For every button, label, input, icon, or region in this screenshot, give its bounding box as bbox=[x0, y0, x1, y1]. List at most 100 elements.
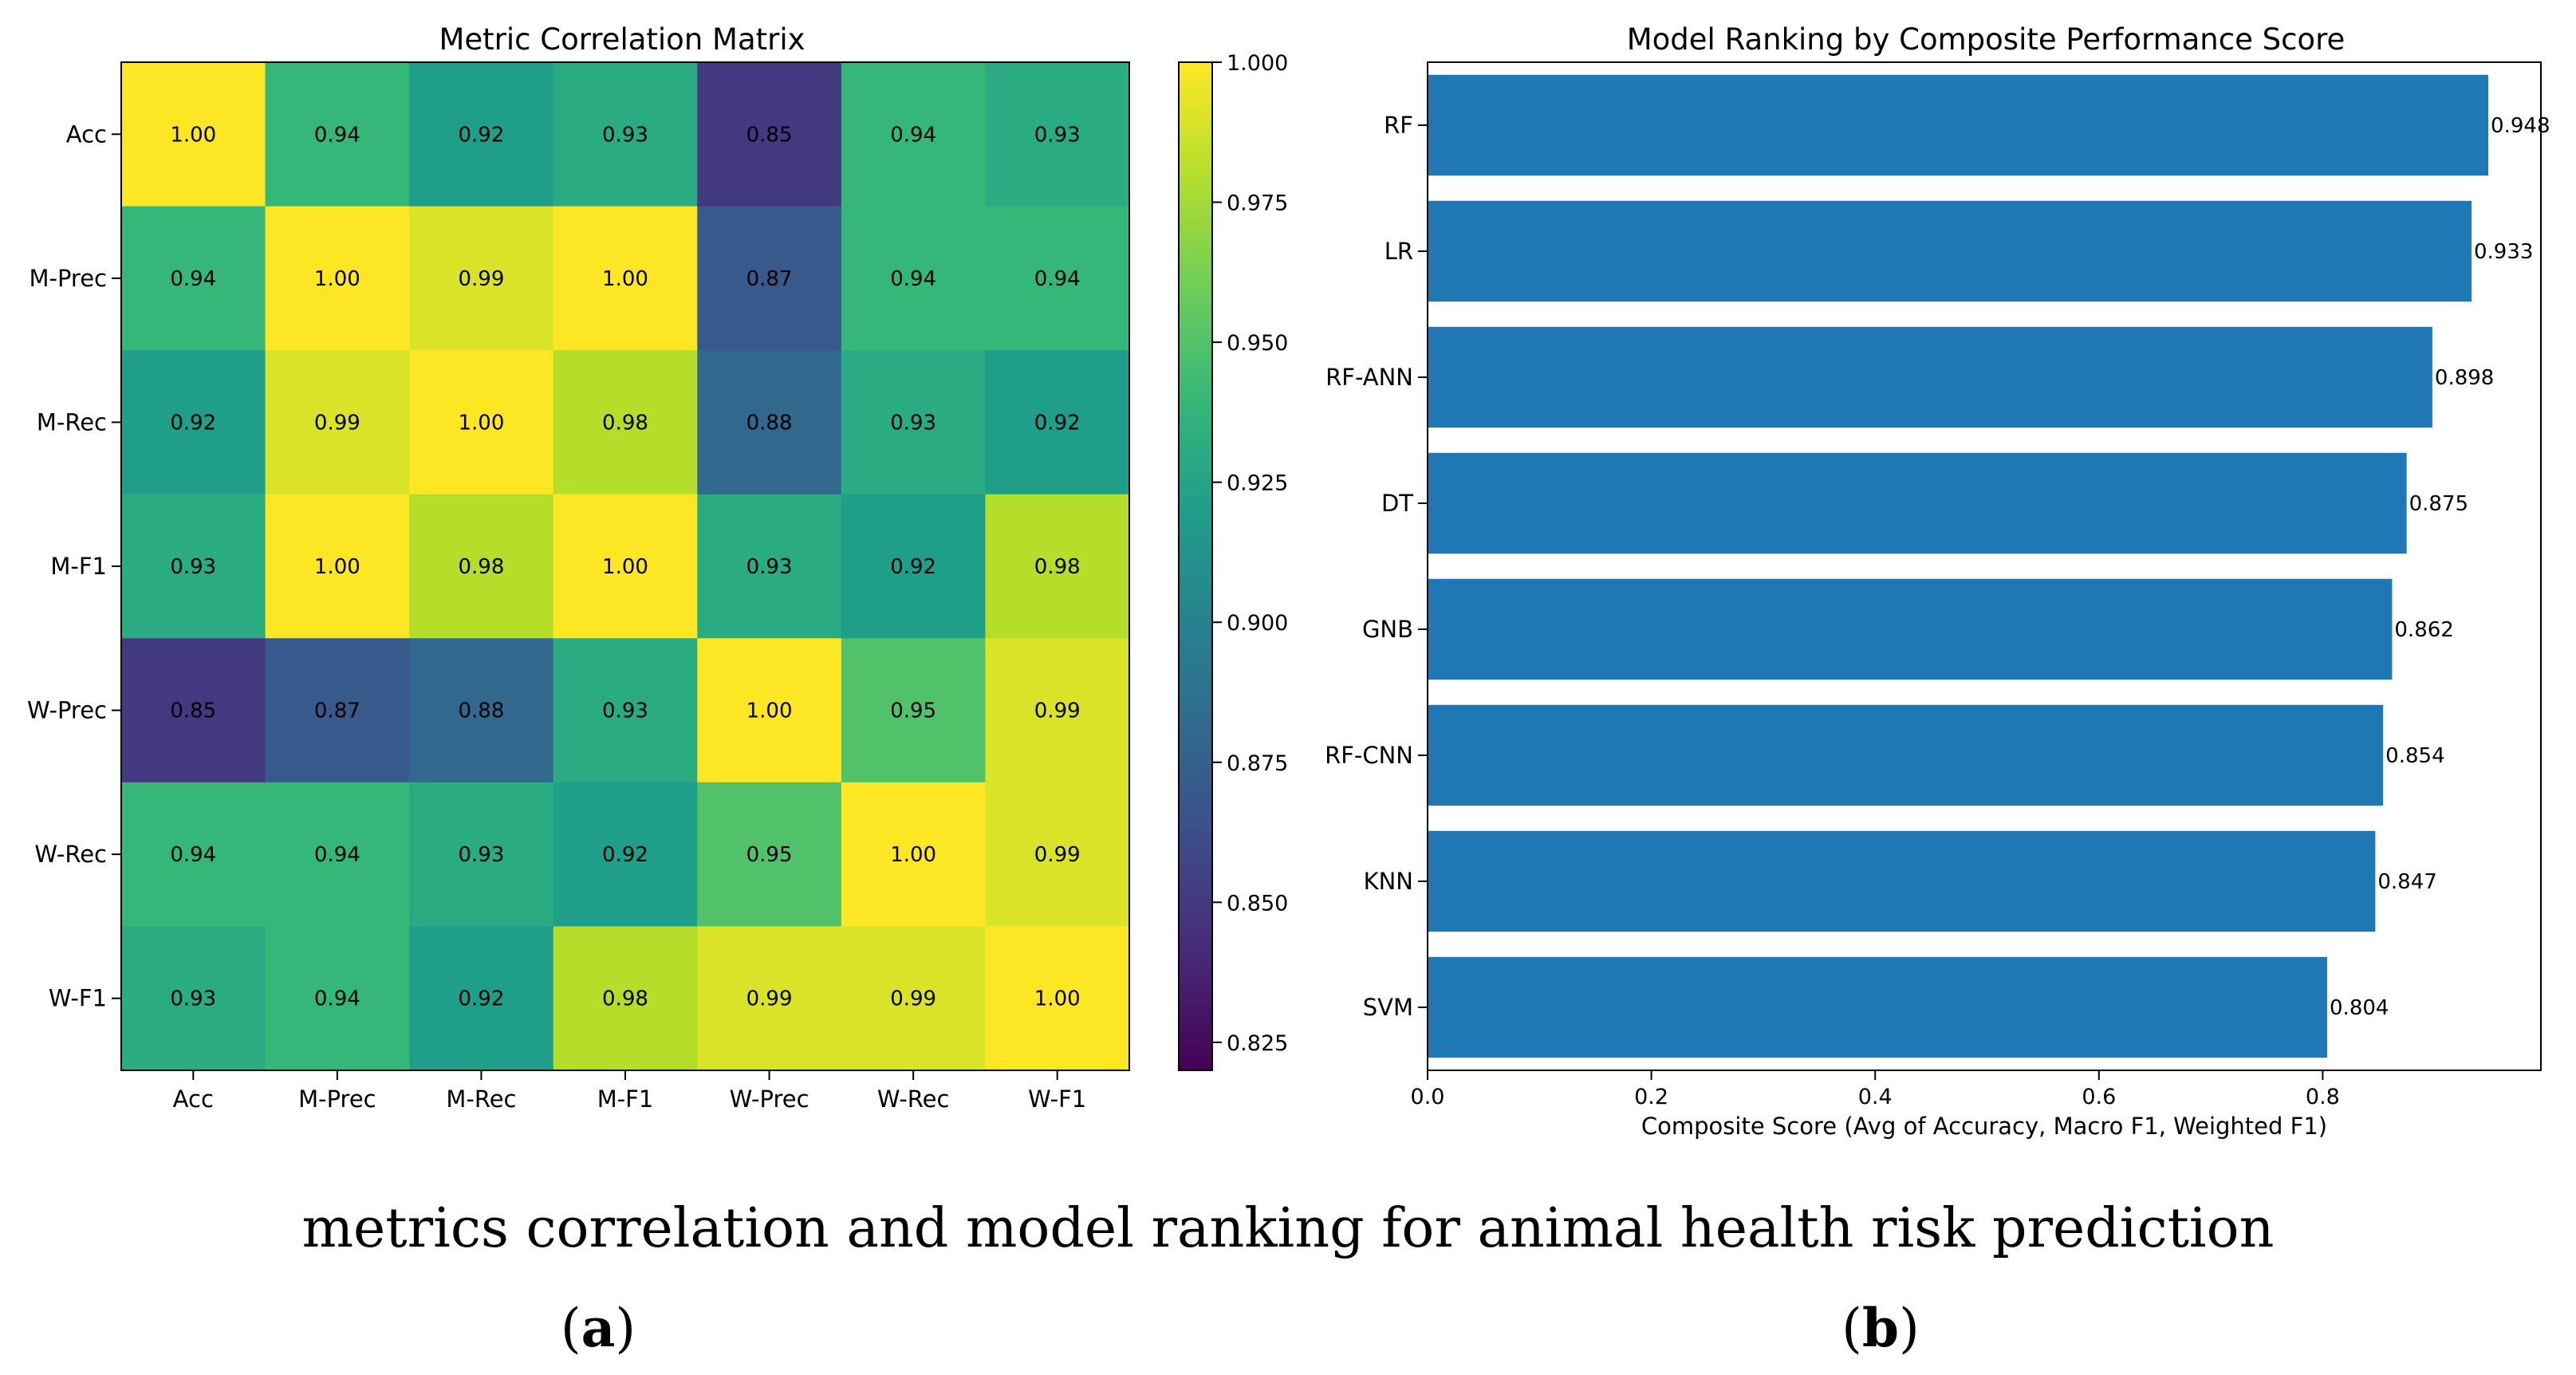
heatmap-cell-value: 0.92 bbox=[602, 843, 648, 867]
bar-x-tick-label: 0.6 bbox=[2082, 1085, 2116, 1109]
heatmap-cell bbox=[121, 782, 266, 927]
heatmap-col-labels: Acc M-Prec M-Rec M-F1 W-Prec W-Rec W-F1 bbox=[173, 1070, 1086, 1113]
colorbar-tick-label: 0.950 bbox=[1227, 331, 1288, 356]
heatmap-cell-value: 0.94 bbox=[314, 123, 360, 147]
heatmap-cell-value: 0.88 bbox=[458, 699, 504, 723]
heatmap-cell bbox=[409, 638, 554, 783]
heatmap-cell bbox=[697, 206, 842, 351]
bar-x-tick-label: 0.2 bbox=[1634, 1085, 1668, 1109]
bar-category-label: KNN bbox=[1364, 868, 1413, 895]
heatmap-cell bbox=[265, 62, 410, 207]
colorbar-frame bbox=[1178, 61, 1213, 1071]
bar bbox=[1428, 74, 2489, 176]
heatmap-cell-value: 0.85 bbox=[170, 699, 216, 723]
heatmap-cell-value: 1.00 bbox=[314, 555, 360, 579]
heatmap-cell-value: 1.00 bbox=[602, 267, 648, 291]
heatmap-cell bbox=[697, 926, 842, 1071]
colorbar-tick-label: 1.000 bbox=[1227, 51, 1288, 76]
heatmap-cell bbox=[409, 782, 554, 927]
heatmap-cell bbox=[553, 62, 698, 207]
heatmap-row-label: W-Prec bbox=[27, 697, 107, 724]
bar bbox=[1428, 578, 2393, 680]
heatmap-cell bbox=[985, 926, 1130, 1071]
heatmap-cell-value: 0.98 bbox=[602, 987, 648, 1011]
panel-b-close: ) bbox=[1899, 1298, 1920, 1359]
model-ranking-panel: Model Ranking by Composite Performance S… bbox=[1325, 22, 2550, 1140]
bar-x-ticks: 0.0 0.2 0.4 0.6 0.8 bbox=[1411, 1070, 2340, 1109]
heatmap-cell bbox=[985, 638, 1130, 783]
heatmap-row-label: Acc bbox=[66, 120, 107, 148]
heatmap-cell bbox=[553, 782, 698, 927]
heatmap-cell bbox=[121, 350, 266, 495]
heatmap-cell bbox=[697, 350, 842, 495]
heatmap-cell-value: 0.92 bbox=[458, 987, 504, 1011]
heatmap-cell bbox=[265, 350, 410, 495]
heatmap-cell-value: 0.93 bbox=[170, 555, 216, 579]
heatmap-row-labels: Acc M-Prec M-Rec M-F1 W-Prec W-Rec W-F1 bbox=[27, 120, 121, 1012]
bar bbox=[1428, 704, 2384, 806]
heatmap-cell-value: 0.94 bbox=[314, 843, 360, 867]
heatmap-cell-value: 1.00 bbox=[170, 123, 216, 147]
heatmap-cell bbox=[121, 494, 266, 639]
panel-a-label: (a) bbox=[561, 1297, 636, 1359]
heatmap-cell-value: 0.87 bbox=[314, 699, 360, 723]
figure-caption: metrics correlation and model ranking fo… bbox=[302, 1197, 2275, 1260]
bar-x-tick-label: 0.4 bbox=[1858, 1085, 1893, 1109]
heatmap-cell-value: 0.93 bbox=[458, 843, 504, 867]
heatmap-cell-value: 0.94 bbox=[1034, 267, 1081, 291]
bar-chart-frame bbox=[1427, 61, 2542, 1071]
heatmap-cell bbox=[697, 62, 842, 207]
heatmap-cell-value: 0.92 bbox=[458, 123, 504, 147]
bar-x-tick-label: 0.0 bbox=[1411, 1085, 1445, 1109]
bar-x-tick-label: 0.8 bbox=[2306, 1085, 2340, 1109]
bar-chart-title: Model Ranking by Composite Performance S… bbox=[1627, 22, 2346, 57]
heatmap-cell bbox=[409, 494, 554, 639]
colorbar-tick-label: 0.875 bbox=[1227, 751, 1288, 776]
colorbar-tick-label: 0.825 bbox=[1227, 1031, 1288, 1056]
heatmap-col-label: W-Prec bbox=[730, 1085, 809, 1113]
bar-category-label: DT bbox=[1381, 490, 1413, 517]
heatmap-cell bbox=[553, 638, 698, 783]
heatmap-cell-value: 0.94 bbox=[170, 843, 216, 867]
heatmap-cell-value: 1.00 bbox=[602, 555, 648, 579]
panel-b-letter: b bbox=[1862, 1297, 1899, 1359]
colorbar-tick-label: 0.850 bbox=[1227, 891, 1288, 916]
heatmap-cell-value: 0.93 bbox=[1034, 123, 1081, 147]
bar-value-label: 0.933 bbox=[2474, 240, 2533, 264]
heatmap-cell-value: 0.92 bbox=[890, 555, 936, 579]
bar-value-label: 0.854 bbox=[2385, 744, 2444, 768]
heatmap-cell-value: 0.99 bbox=[458, 267, 504, 291]
heatmap-cell bbox=[697, 494, 842, 639]
heatmap-cell bbox=[121, 926, 266, 1071]
bar bbox=[1428, 452, 2407, 554]
panel-a-letter: a bbox=[581, 1297, 616, 1359]
bar-value-label: 0.875 bbox=[2409, 492, 2468, 516]
heatmap-row-label: M-F1 bbox=[50, 553, 107, 580]
heatmap-cell bbox=[265, 206, 410, 351]
heatmap-cell bbox=[841, 206, 986, 351]
heatmap-cell-value: 0.93 bbox=[746, 555, 793, 579]
colorbar bbox=[1179, 62, 1212, 1070]
colorbar-tick-label: 0.925 bbox=[1227, 471, 1288, 496]
heatmap-col-label: W-Rec bbox=[877, 1085, 950, 1113]
colorbar-ticks: 0.825 0.850 0.875 0.900 0.925 0.950 0.975 1.000 bbox=[1212, 51, 1288, 1056]
heatmap-cell-value: 0.99 bbox=[1034, 699, 1081, 723]
heatmap-cell bbox=[841, 494, 986, 639]
bar-value-label: 0.898 bbox=[2435, 366, 2494, 390]
panel-a-close: ) bbox=[615, 1298, 636, 1359]
heatmap-row-label: W-Rec bbox=[34, 841, 107, 868]
heatmap-cell-value: 1.00 bbox=[890, 843, 936, 867]
heatmap-col-label: W-F1 bbox=[1028, 1085, 1086, 1113]
bar-category-label: RF-ANN bbox=[1325, 364, 1413, 391]
heatmap-cell-value: 0.93 bbox=[602, 123, 648, 147]
heatmap-cell bbox=[553, 494, 698, 639]
heatmap-cell bbox=[265, 926, 410, 1071]
heatmap-row-label: M-Rec bbox=[37, 408, 107, 435]
heatmap-cell-value: 0.99 bbox=[1034, 843, 1081, 867]
heatmap-col-label: M-Rec bbox=[446, 1085, 516, 1113]
heatmap-cell bbox=[409, 350, 554, 495]
heatmap-cell-value: 0.92 bbox=[1034, 411, 1081, 435]
bar-value-label: 0.862 bbox=[2394, 618, 2453, 642]
colorbar-tick-label: 0.900 bbox=[1227, 611, 1288, 636]
